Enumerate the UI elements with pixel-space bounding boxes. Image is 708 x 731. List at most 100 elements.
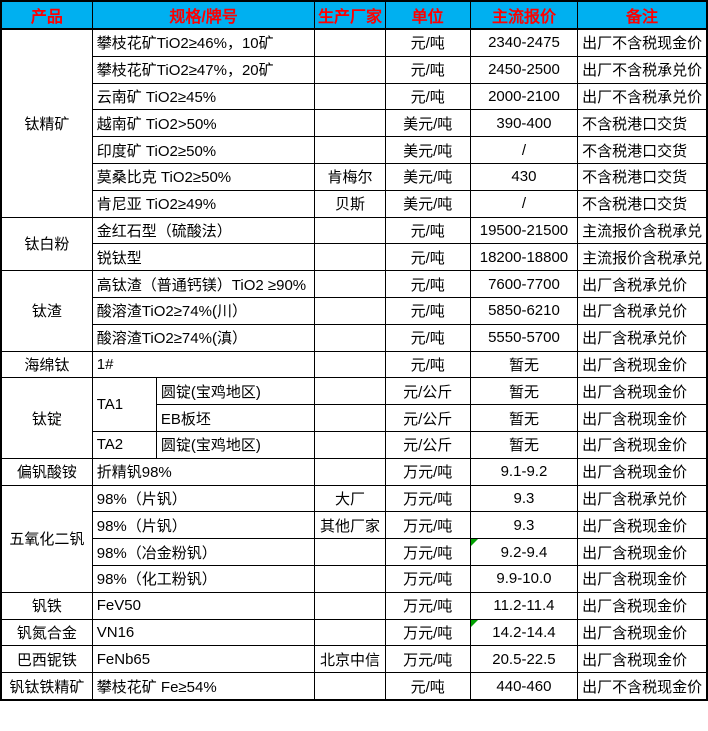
spec-cell[interactable]: 攀枝花矿TiO2≥46%，10矿 [91,28,316,57]
product-group-cell[interactable]: 偏钒酸铵 [0,457,93,486]
product-group-cell[interactable]: 巴西铌铁 [0,645,93,674]
note-cell[interactable]: 出厂含税现金价 [577,564,708,593]
price-cell[interactable]: 19500-21500 [469,216,579,245]
spec-cell[interactable]: 印度矿 TiO2≥50% [91,136,316,164]
spec-cell[interactable]: FeV50 [91,591,316,620]
price-cell[interactable]: 9.9-10.0 [469,564,579,593]
manufacturer-cell[interactable] [314,430,386,459]
note-cell[interactable]: 出厂不含税现金价 [577,28,708,57]
note-cell[interactable]: 出厂含税现金价 [577,511,708,540]
spec-cell[interactable]: 金红石型（硫酸法） [91,216,316,245]
note-cell[interactable]: 出厂不含税承兑价 [577,82,708,111]
manufacturer-cell[interactable] [314,404,386,432]
price-cell[interactable]: 2000-2100 [469,82,579,111]
spec-cell[interactable]: 越南矿 TiO2>50% [91,109,316,138]
note-cell[interactable]: 主流报价含税承兑 [577,243,708,272]
unit-cell[interactable]: 万元/吨 [384,618,471,647]
spec-cell[interactable]: FeNb65 [91,645,316,674]
unit-cell[interactable]: 元/吨 [384,350,471,379]
spec-cell[interactable]: 98%（片钒） [91,511,316,540]
unit-cell[interactable]: 美元/吨 [384,136,471,164]
note-cell[interactable]: 出厂含税现金价 [577,377,708,406]
manufacturer-cell[interactable] [314,618,386,647]
spec-cell[interactable]: 98%（化工粉钒） [91,564,316,593]
note-cell[interactable]: 出厂含税现金价 [577,591,708,620]
note-cell[interactable]: 出厂含税承兑价 [577,270,708,298]
spec-cell[interactable]: 折精钒98% [91,457,316,486]
unit-cell[interactable]: 美元/吨 [384,162,471,191]
note-cell[interactable]: 出厂含税现金价 [577,430,708,459]
manufacturer-cell[interactable] [314,377,386,406]
manufacturer-cell[interactable]: 其他厂家 [314,511,386,540]
product-group-cell[interactable]: 钒钛铁精矿 [0,672,93,701]
note-cell[interactable]: 出厂含税现金价 [577,618,708,647]
price-cell[interactable]: 11.2-11.4 [469,591,579,620]
manufacturer-cell[interactable]: 贝斯 [314,189,386,218]
spec-cell[interactable]: 酸溶渣TiO2≥74%(川） [91,296,316,325]
spec-cell[interactable]: 锐钛型 [91,243,316,272]
note-cell[interactable]: 出厂含税现金价 [577,538,708,566]
price-cell[interactable]: 暂无 [469,350,579,379]
col-header-manufacturer[interactable]: 生产厂家 [314,0,386,30]
note-cell[interactable]: 出厂含税现金价 [577,457,708,486]
product-group-cell[interactable]: 钒氮合金 [0,618,93,647]
col-header-unit[interactable]: 单位 [384,0,471,30]
unit-cell[interactable]: 万元/吨 [384,591,471,620]
spec-cell[interactable]: 98%（冶金粉钒） [91,538,316,566]
spec-cell[interactable]: 肯尼亚 TiO2≥49% [91,189,316,218]
manufacturer-cell[interactable] [314,323,386,352]
comment-marker-icon[interactable] [471,620,478,627]
manufacturer-cell[interactable]: 肯梅尔 [314,162,386,191]
manufacturer-cell[interactable] [314,538,386,566]
product-group-cell[interactable]: 钛锭 [0,377,93,459]
spec-cell[interactable]: 攀枝花矿 Fe≥54% [91,672,316,701]
spec-cell[interactable]: 1# [91,350,316,379]
spec-cell[interactable]: 攀枝花矿TiO2≥47%，20矿 [91,55,316,84]
spec-cell[interactable]: 圆锭(宝鸡地区) [155,430,316,459]
manufacturer-cell[interactable]: 大厂 [314,484,386,513]
note-cell[interactable]: 不含税港口交货 [577,189,708,218]
manufacturer-cell[interactable] [314,564,386,593]
note-cell[interactable]: 不含税港口交货 [577,136,708,164]
note-cell[interactable]: 出厂不含税现金价 [577,672,708,701]
price-cell[interactable]: / [469,189,579,218]
note-cell[interactable]: 出厂含税承兑价 [577,323,708,352]
spec-cell[interactable]: 云南矿 TiO2≥45% [91,82,316,111]
manufacturer-cell[interactable] [314,55,386,84]
manufacturer-cell[interactable] [314,136,386,164]
price-cell[interactable]: 20.5-22.5 [469,645,579,674]
price-cell[interactable]: 18200-18800 [469,243,579,272]
note-cell[interactable]: 不含税港口交货 [577,109,708,138]
product-group-cell[interactable]: 钒铁 [0,591,93,620]
unit-cell[interactable]: 万元/吨 [384,457,471,486]
spec-cell[interactable]: 98%（片钒） [91,484,316,513]
unit-cell[interactable]: 元/吨 [384,82,471,111]
price-cell-with-comment[interactable]: 9.2-9.4 [469,538,579,566]
unit-cell[interactable]: 元/吨 [384,55,471,84]
price-cell[interactable]: 暂无 [469,404,579,432]
unit-cell[interactable]: 元/公斤 [384,377,471,406]
note-cell[interactable]: 出厂含税承兑价 [577,296,708,325]
price-cell[interactable]: 390-400 [469,109,579,138]
product-group-cell[interactable]: 海绵钛 [0,350,93,379]
price-cell[interactable]: 430 [469,162,579,191]
price-cell[interactable]: 9.1-9.2 [469,457,579,486]
price-cell[interactable]: 9.3 [469,511,579,540]
price-cell[interactable]: 2340-2475 [469,28,579,57]
spec-cell[interactable]: 莫桑比克 TiO2≥50% [91,162,316,191]
price-cell[interactable]: 2450-2500 [469,55,579,84]
unit-cell[interactable]: 万元/吨 [384,484,471,513]
price-cell[interactable]: 暂无 [469,377,579,406]
note-cell[interactable]: 出厂含税现金价 [577,404,708,432]
manufacturer-cell[interactable] [314,270,386,298]
manufacturer-cell[interactable] [314,457,386,486]
unit-cell[interactable]: 元/吨 [384,216,471,245]
spec-cell[interactable]: 圆锭(宝鸡地区) [155,377,316,406]
col-header-spec[interactable]: 规格/牌号 [91,0,316,30]
col-header-price[interactable]: 主流报价 [469,0,579,30]
unit-cell[interactable]: 元/吨 [384,243,471,272]
manufacturer-cell[interactable] [314,109,386,138]
price-cell[interactable]: 440-460 [469,672,579,701]
product-group-cell[interactable]: 钛渣 [0,270,93,352]
spec-grade-cell[interactable]: TA1 [91,377,157,432]
